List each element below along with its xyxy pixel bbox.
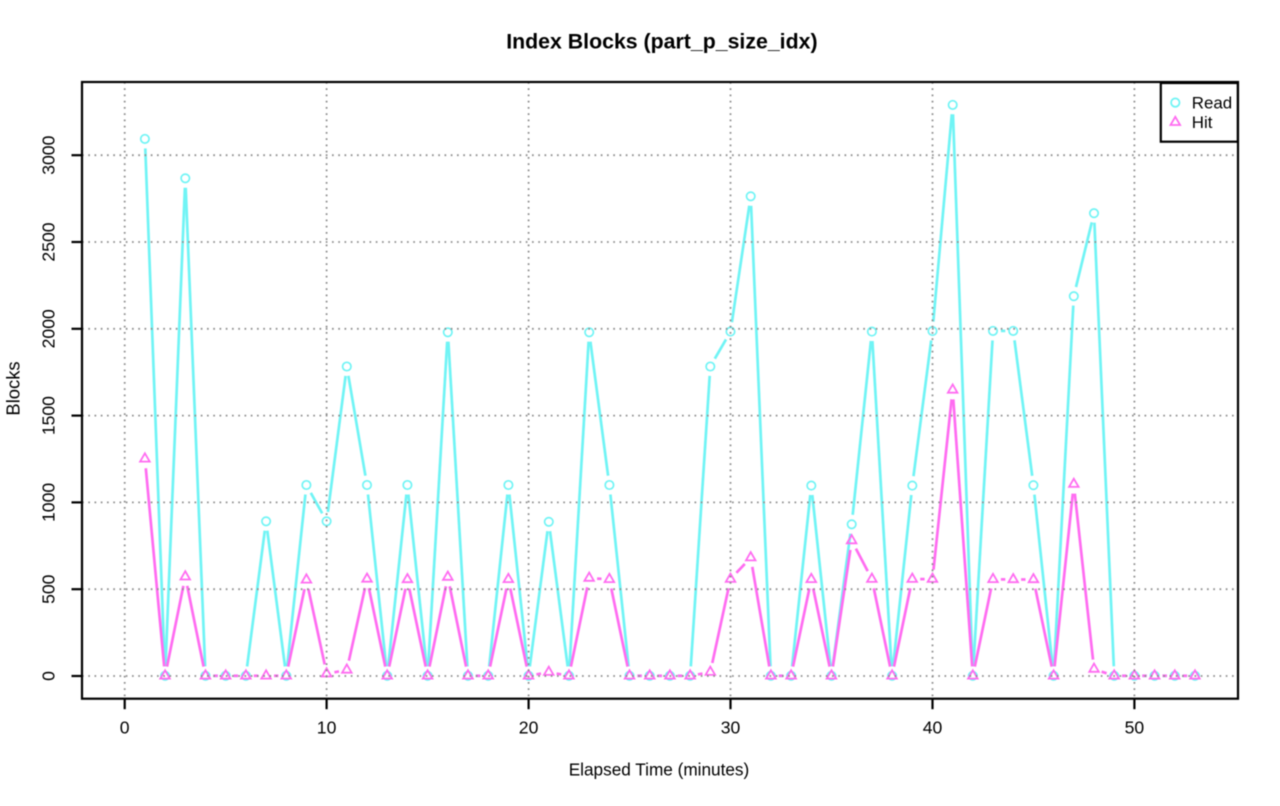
svg-text:40: 40 — [923, 718, 943, 738]
svg-text:2000: 2000 — [39, 309, 59, 348]
svg-text:Index Blocks (part_p_size_idx): Index Blocks (part_p_size_idx) — [506, 30, 817, 54]
svg-text:0: 0 — [120, 718, 130, 738]
svg-text:2500: 2500 — [39, 222, 59, 261]
svg-text:Read: Read — [1192, 94, 1232, 113]
svg-text:1000: 1000 — [39, 483, 59, 522]
svg-text:50: 50 — [1125, 718, 1145, 738]
svg-text:10: 10 — [317, 718, 337, 738]
svg-text:20: 20 — [519, 718, 539, 738]
svg-text:0: 0 — [39, 671, 59, 681]
svg-text:Blocks: Blocks — [2, 361, 23, 415]
svg-text:1500: 1500 — [39, 396, 59, 435]
svg-text:Elapsed Time (minutes): Elapsed Time (minutes) — [569, 759, 750, 779]
svg-text:3000: 3000 — [39, 135, 59, 174]
svg-text:Hit: Hit — [1192, 113, 1213, 132]
svg-text:30: 30 — [721, 718, 741, 738]
svg-text:500: 500 — [39, 574, 59, 604]
